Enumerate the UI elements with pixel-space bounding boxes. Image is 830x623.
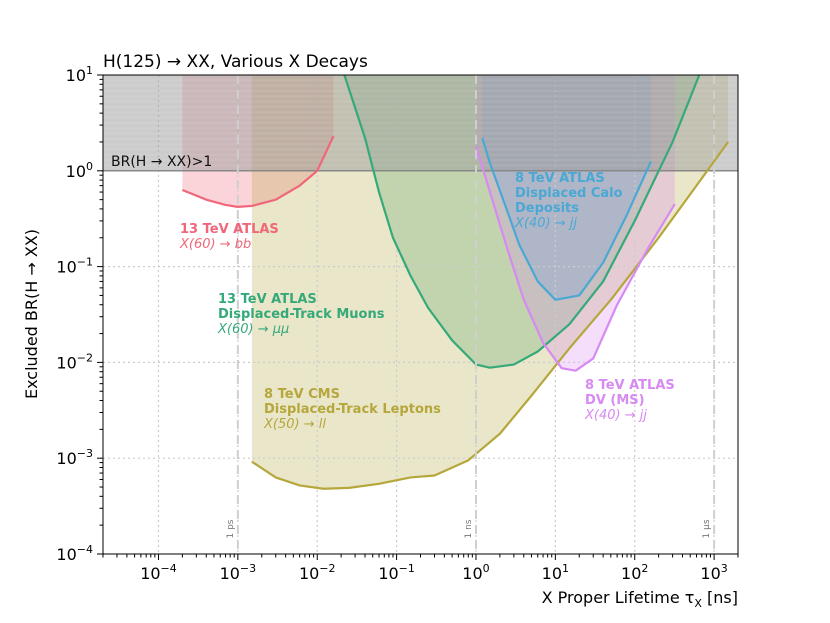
x-tick-label-3: 10−1	[378, 562, 415, 583]
y-tick-label-3: 10−1	[56, 256, 93, 277]
y-tick-label-5: 101	[66, 64, 93, 85]
axis-ticks: 10−4 10−3 10−2 10−1 100 101 102 103 10−4 10−3 10−2…	[56, 64, 739, 583]
x-tick-label-2: 10−2	[299, 562, 336, 583]
ref-label-2: 1 μs	[702, 519, 712, 538]
series-labels: 13 TeV ATLAS X(60) → bb 13 TeV ATLAS Displa…	[179, 171, 675, 432]
series-curves	[181, 75, 729, 490]
x-tick-label-1: 10−3	[220, 562, 257, 583]
br-band: BR(H → XX)>1	[103, 75, 738, 172]
chart-title: H(125) → XX, Various X Decays	[103, 52, 368, 72]
y-tick-label-4: 100	[66, 160, 93, 181]
series-line-1	[343, 75, 701, 369]
series-label-0: 13 TeV ATLAS X(60) → bb	[179, 222, 279, 252]
series-line-2	[251, 141, 729, 490]
x-tick-label-5: 101	[542, 562, 569, 583]
x-tick-label-4: 100	[462, 562, 489, 583]
series-label-1: 13 TeV ATLAS Displaced-Track Muons X(60) →…	[217, 292, 385, 337]
y-tick-label-2: 10−2	[56, 351, 93, 372]
series-line-4	[474, 146, 676, 372]
series-label-2: 8 TeV CMS Displaced-Track Leptons X(50) → …	[263, 387, 441, 432]
series-fill-2	[251, 75, 729, 489]
x-tick-label-0: 10−4	[140, 562, 177, 583]
x-axis-label: X Proper Lifetime τX [ns]	[542, 588, 738, 610]
x-tick-label-7: 103	[700, 562, 727, 583]
x-tick-label-6: 102	[621, 562, 648, 583]
br-band-fill	[103, 75, 738, 171]
reference-lines: 1 ps 1 ns 1 μs	[226, 75, 716, 554]
y-tick-label-1: 10−3	[56, 447, 93, 468]
series-label-3: 8 TeV ATLAS Displaced Calo Deposits X(40) →…	[514, 171, 623, 231]
y-axis-label: Excluded BR(H → XX)	[22, 229, 41, 399]
y-tick-label-0: 10−4	[56, 543, 93, 564]
ref-label-0: 1 ps	[226, 519, 236, 538]
series-label-4: 8 TeV ATLAS DV (MS) X(40) → jj	[584, 378, 675, 423]
series-line-3	[481, 137, 652, 301]
series-line-0	[181, 135, 335, 208]
ref-label-1: 1 ns	[464, 519, 474, 538]
br-band-label: BR(H → XX)>1	[111, 154, 212, 170]
